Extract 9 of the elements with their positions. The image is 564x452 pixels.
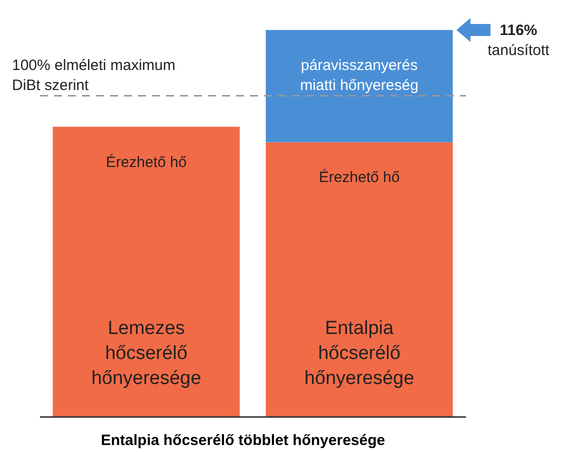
ref-line-label: 100% elméleti maximum DiBt szerint <box>12 56 176 94</box>
text: tanúsított <box>488 42 550 59</box>
series-label: páravisszanyerés miatti hőnyereség <box>300 57 418 94</box>
x-tick-label: Lemezes hőcserélő hőnyeresége <box>91 318 202 389</box>
text: Érezhető hő <box>318 169 400 186</box>
text: Entalpia hőcserélő többlet hőnyeresége <box>100 432 386 449</box>
text: 116% <box>500 22 538 39</box>
series-label: Érezhető hő <box>106 152 187 171</box>
x-tick-label: Entalpia hőcserélő hőnyeresége <box>304 318 414 389</box>
